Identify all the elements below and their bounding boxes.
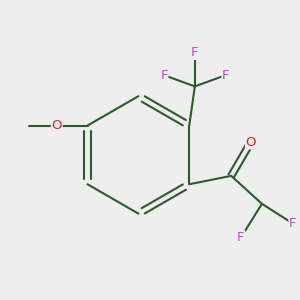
Text: O: O	[52, 119, 62, 132]
Text: F: F	[237, 231, 245, 244]
Text: F: F	[222, 69, 229, 82]
Text: F: F	[191, 46, 199, 59]
Text: F: F	[160, 69, 168, 82]
Text: O: O	[245, 136, 256, 149]
Text: F: F	[289, 217, 296, 230]
